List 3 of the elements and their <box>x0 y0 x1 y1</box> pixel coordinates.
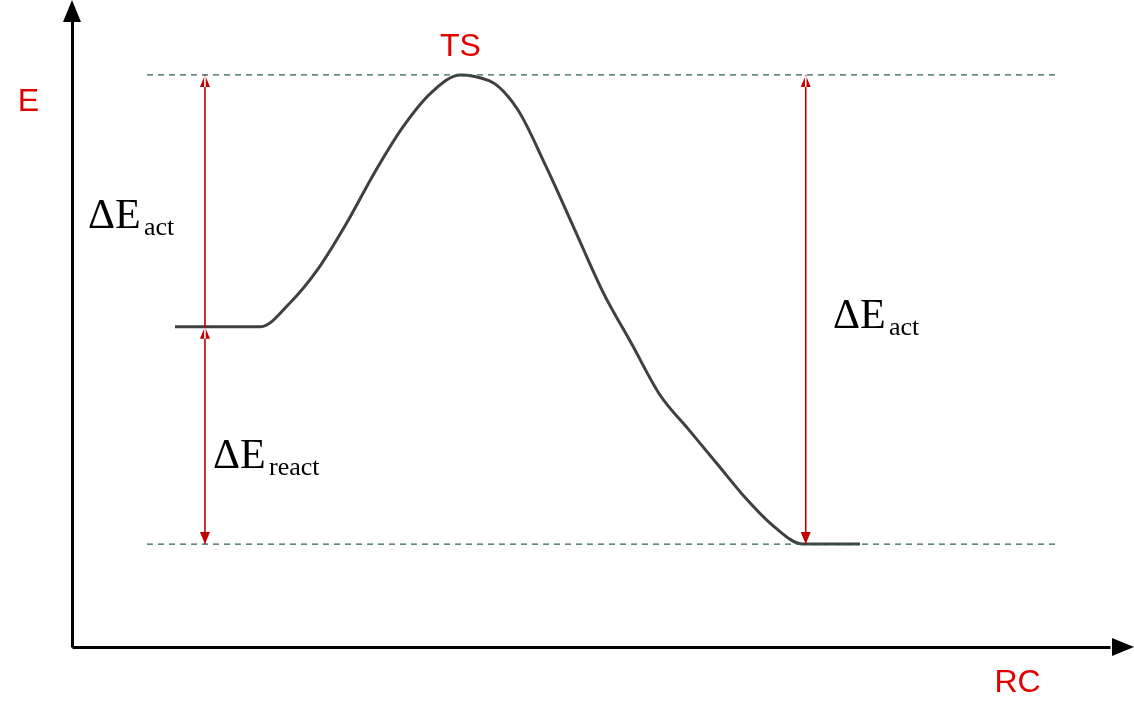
annotation: TS <box>439 26 481 63</box>
y-axis-title: E <box>17 81 40 118</box>
x-axis-title: RC <box>994 662 1041 699</box>
